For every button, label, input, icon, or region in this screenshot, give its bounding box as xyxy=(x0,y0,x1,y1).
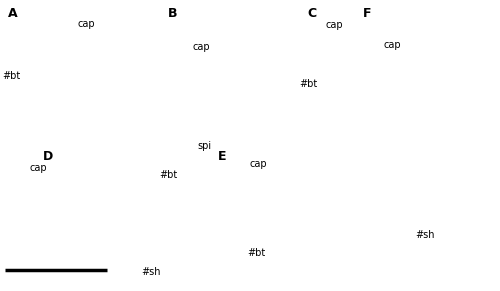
Text: #bt: #bt xyxy=(159,170,177,180)
Text: cap: cap xyxy=(192,42,210,52)
Text: cap: cap xyxy=(78,19,95,29)
Text: #sh: #sh xyxy=(142,267,161,277)
Text: spi: spi xyxy=(198,141,211,151)
Text: A: A xyxy=(8,7,17,20)
Text: F: F xyxy=(362,7,371,20)
Text: D: D xyxy=(42,150,53,163)
Text: cap: cap xyxy=(249,159,266,169)
Text: #bt: #bt xyxy=(299,79,318,89)
Text: E: E xyxy=(218,150,226,163)
Text: cap: cap xyxy=(30,163,48,173)
Text: #sh: #sh xyxy=(415,230,434,240)
Text: C: C xyxy=(308,7,316,20)
Text: cap: cap xyxy=(384,40,402,50)
Text: B: B xyxy=(168,7,177,20)
Text: cap: cap xyxy=(325,20,342,30)
Text: #bt: #bt xyxy=(248,248,266,258)
Text: #bt: #bt xyxy=(2,71,21,81)
